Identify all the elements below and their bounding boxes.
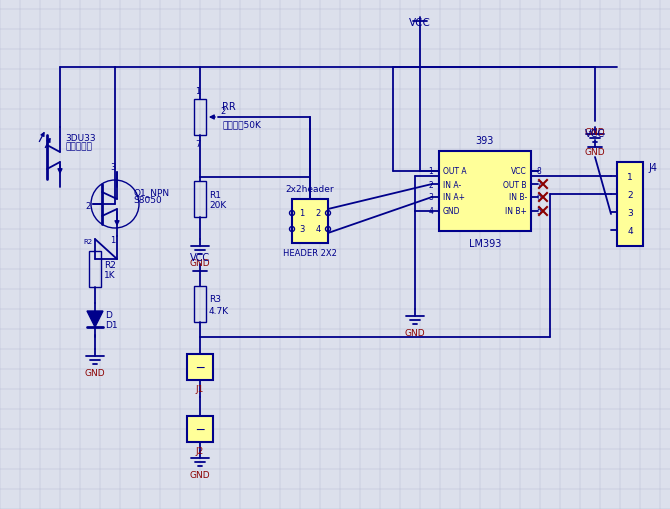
Text: OUT B: OUT B	[503, 180, 527, 189]
Text: 1: 1	[429, 167, 433, 176]
Text: GND: GND	[190, 470, 210, 479]
Bar	[194, 100, 206, 136]
Bar	[617, 163, 643, 246]
Text: J4: J4	[648, 163, 657, 173]
Text: D1: D1	[105, 320, 118, 329]
Text: GND: GND	[585, 148, 605, 157]
Bar	[292, 200, 328, 243]
Text: 1: 1	[196, 87, 200, 96]
Text: 2: 2	[85, 202, 90, 211]
Text: 3: 3	[110, 163, 115, 172]
Text: 光敏三极管: 光敏三极管	[65, 142, 92, 151]
Text: VCC: VCC	[190, 252, 210, 263]
Text: S8050: S8050	[133, 195, 161, 205]
Text: HEADER 2X2: HEADER 2X2	[283, 248, 337, 258]
Text: 8: 8	[537, 167, 541, 176]
Text: 3: 3	[627, 208, 633, 217]
Text: 3: 3	[429, 193, 433, 202]
Text: 1K: 1K	[104, 271, 116, 280]
Text: ─: ─	[196, 422, 204, 436]
Text: ─: ─	[196, 361, 204, 374]
Text: J1: J1	[196, 384, 204, 393]
Text: 4: 4	[627, 226, 632, 235]
Text: 1: 1	[627, 172, 633, 181]
Text: GND: GND	[405, 328, 425, 337]
Bar	[187, 416, 213, 442]
Text: LM393: LM393	[469, 239, 501, 248]
Text: GND: GND	[585, 128, 605, 137]
Text: OUT A: OUT A	[443, 167, 466, 176]
Text: 2: 2	[627, 190, 632, 199]
Text: 2x2header: 2x2header	[285, 185, 334, 193]
Text: 可变电阻50K: 可变电阻50K	[222, 120, 261, 129]
Text: 4: 4	[429, 207, 433, 216]
Text: IN B+: IN B+	[505, 207, 527, 216]
Text: 7: 7	[537, 180, 541, 189]
Bar	[89, 251, 101, 288]
Text: VCC: VCC	[585, 129, 605, 139]
Text: Q1_NPN: Q1_NPN	[133, 188, 169, 196]
Text: 2: 2	[316, 209, 321, 218]
Text: 6: 6	[537, 193, 541, 202]
Text: 1: 1	[110, 236, 115, 244]
Text: IN A-: IN A-	[443, 180, 461, 189]
Bar	[439, 152, 531, 232]
Text: 5: 5	[537, 207, 541, 216]
Text: 7: 7	[196, 140, 201, 149]
Text: RR: RR	[222, 102, 236, 112]
Text: 2: 2	[220, 107, 225, 116]
Text: R2: R2	[104, 260, 116, 269]
Text: IN B-: IN B-	[509, 193, 527, 202]
Bar	[194, 287, 206, 322]
Text: VCC: VCC	[409, 18, 431, 28]
Bar	[187, 354, 213, 380]
Text: 20K: 20K	[209, 201, 226, 210]
Text: 2: 2	[429, 180, 433, 189]
Text: VCC: VCC	[511, 167, 527, 176]
Text: R3: R3	[209, 295, 221, 304]
Text: GND: GND	[84, 369, 105, 377]
Text: 393: 393	[476, 136, 494, 146]
Text: 4: 4	[316, 225, 321, 234]
Text: GND: GND	[443, 207, 460, 216]
Text: R2: R2	[83, 239, 92, 244]
Text: D: D	[105, 310, 112, 319]
Text: 3DU33: 3DU33	[65, 134, 96, 143]
Text: IN A+: IN A+	[443, 193, 465, 202]
Text: 1: 1	[299, 209, 305, 218]
Text: 4.7K: 4.7K	[209, 306, 229, 315]
Text: GND: GND	[190, 259, 210, 267]
Text: R1: R1	[209, 190, 221, 199]
Text: 3: 3	[299, 225, 305, 234]
Text: J2: J2	[196, 446, 204, 455]
Bar	[194, 182, 206, 217]
Polygon shape	[87, 312, 103, 327]
